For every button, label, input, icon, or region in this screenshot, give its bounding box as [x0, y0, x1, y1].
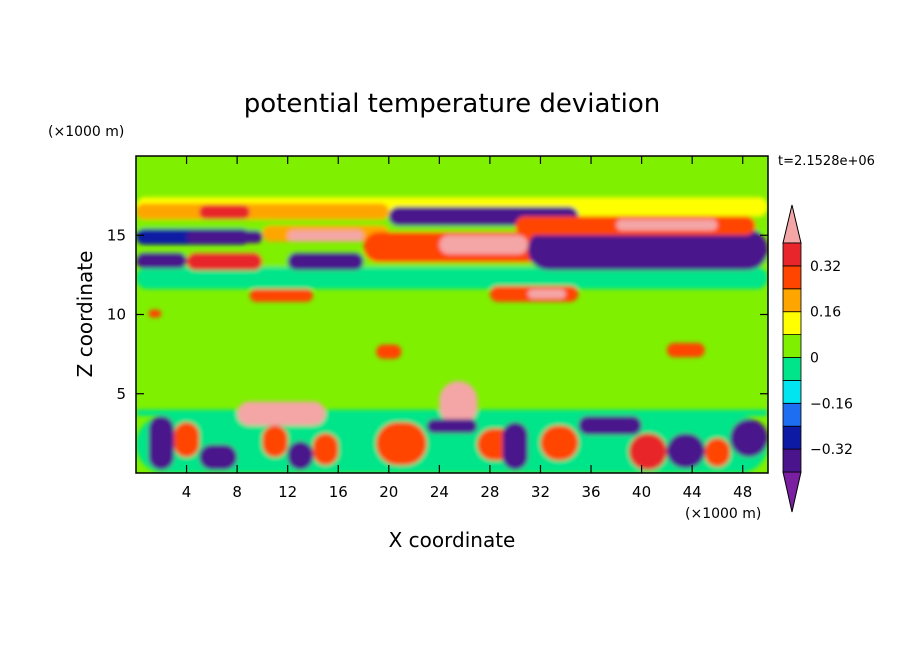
heatmap-field: [136, 156, 768, 473]
field-region: [527, 289, 566, 299]
x-tick-label: 40: [632, 483, 651, 501]
field-region: [262, 425, 288, 458]
colorbar-tick-label: −0.16: [810, 396, 853, 412]
field-region: [148, 415, 174, 470]
x-tick-label: 12: [278, 483, 297, 501]
field-region: [287, 441, 313, 470]
x-tick-label: 32: [531, 483, 550, 501]
field-regions: [136, 197, 768, 473]
field-region: [666, 433, 705, 469]
field-region: [666, 343, 705, 358]
x-axis: 4 8 12 16 20 24 28 32 36 40 44 48: [182, 156, 752, 501]
field-region: [287, 252, 364, 271]
field-region: [237, 401, 326, 426]
colorbar-swatch: [782, 425, 802, 450]
field-region: [628, 433, 667, 470]
colorbar-swatch: [782, 288, 802, 313]
y-tick-label: 10: [107, 306, 126, 324]
x-tick-label: 36: [581, 483, 600, 501]
field-region: [730, 419, 768, 458]
colorbar-swatch: [782, 334, 802, 358]
field-region: [199, 205, 250, 220]
colorbar-swatch: [782, 357, 802, 381]
colorbar-swatch: [782, 379, 802, 404]
colorbar-tick-label: 0.32: [810, 259, 841, 275]
x-tick-label: 8: [232, 483, 242, 501]
x-axis-title: X coordinate: [389, 528, 516, 552]
field-region: [527, 228, 768, 271]
y-unit-label: (×1000 m): [48, 124, 124, 140]
field-region: [704, 438, 731, 467]
field-region: [136, 266, 768, 290]
field-region: [439, 381, 478, 426]
x-tick-label: 16: [329, 483, 348, 501]
field-region: [578, 415, 642, 435]
colorbar-tick-label: 0: [810, 351, 819, 367]
x-tick-label: 4: [182, 483, 192, 501]
field-region: [376, 422, 427, 466]
field-region: [173, 422, 200, 458]
field-region: [502, 422, 528, 470]
field-region: [148, 309, 162, 318]
colorbar-extend-high: [782, 204, 802, 244]
field-region: [376, 344, 402, 359]
field-region: [199, 444, 238, 470]
colorbar-swatch: [782, 311, 802, 336]
x-tick-label: 20: [379, 483, 398, 501]
x-unit-label: (×1000 m): [685, 506, 761, 522]
field-region: [312, 433, 339, 466]
field-region: [439, 235, 528, 255]
colorbar-extend-low: [782, 471, 802, 513]
field-region: [186, 230, 263, 244]
field-region: [540, 425, 579, 461]
time-label: t=2.1528e+06: [778, 154, 875, 169]
field-region: [249, 289, 313, 302]
y-tick-label: 5: [116, 385, 126, 403]
field-region: [186, 252, 263, 271]
colorbar: 0.32 0.16 0 −0.16 −0.32: [782, 204, 853, 513]
y-axis: 5 10 15: [107, 226, 768, 403]
field-region: [136, 203, 389, 220]
colorbar-tick-label: −0.32: [810, 442, 853, 458]
colorbar-swatch: [782, 402, 802, 427]
x-tick-label: 48: [733, 483, 752, 501]
field-region: [426, 419, 478, 434]
x-tick-label: 44: [683, 483, 702, 501]
field-region: [616, 219, 718, 231]
colorbar-swatch: [782, 242, 802, 267]
field-region: [287, 230, 364, 242]
x-tick-label: 28: [480, 483, 499, 501]
colorbar-swatch: [782, 265, 802, 290]
y-tick-label: 15: [107, 226, 126, 244]
x-tick-label: 24: [430, 483, 449, 501]
y-axis-title: Z coordinate: [73, 251, 97, 378]
field-region: [136, 252, 187, 269]
chart-title: potential temperature deviation: [244, 89, 660, 119]
colorbar-swatch: [782, 448, 802, 473]
colorbar-tick-label: 0.16: [810, 305, 841, 321]
